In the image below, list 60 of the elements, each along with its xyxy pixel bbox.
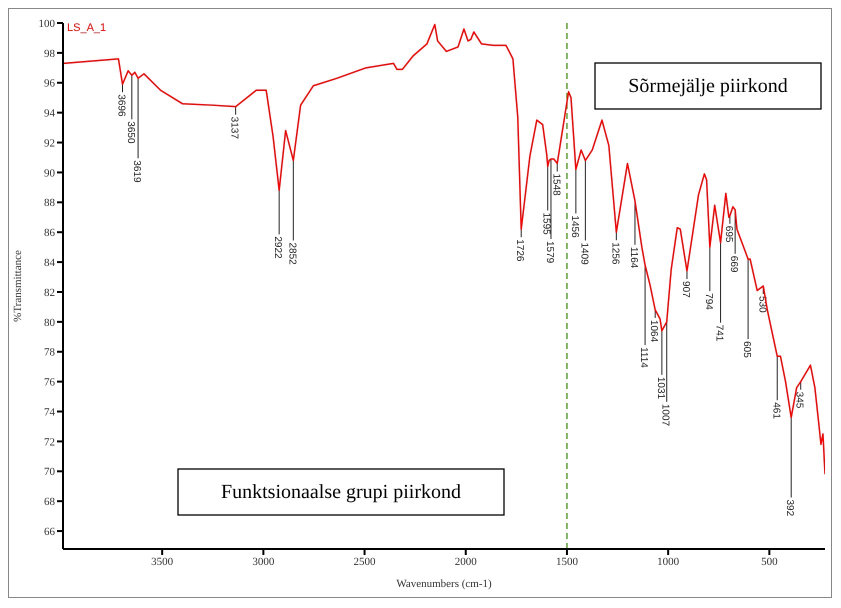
y-tick-label: 72: [44, 436, 55, 448]
x-tick-label: 3000: [252, 556, 275, 568]
annotation: 1579: [544, 240, 555, 264]
y-tick-label: 76: [44, 376, 56, 389]
annotation: 461: [770, 402, 782, 420]
annotation: 1409: [578, 242, 590, 266]
annotation: 794: [702, 293, 714, 310]
y-tick-label: 70: [44, 466, 56, 478]
annotation: 1726: [514, 239, 526, 262]
annotation: 1548: [550, 173, 562, 196]
y-tick-label: 94: [44, 108, 56, 120]
y-tick-label: 96: [44, 78, 56, 90]
annotation: 1064: [648, 320, 660, 343]
x-tick-label: 2500: [354, 556, 376, 568]
x-tick-label: 3500: [151, 556, 174, 568]
y-tick-label: 68: [44, 496, 56, 508]
y-tick-label: 92: [44, 137, 55, 150]
annotation: 695: [722, 226, 734, 243]
y-tick-label: 84: [44, 256, 56, 269]
annotation: 3696: [116, 94, 127, 117]
annotation: 1114: [638, 347, 650, 368]
x-tick-label: 500: [761, 556, 778, 568]
x-tick-label: 1500: [556, 556, 578, 568]
y-tick-label: 78: [44, 346, 56, 359]
annotation: 1031: [654, 376, 666, 400]
y-tick-label: 98: [44, 48, 56, 60]
annotation: 1456: [568, 215, 580, 238]
y-tick-label: 80: [44, 316, 56, 329]
y-axis-title: %Transmittance: [12, 250, 24, 322]
y-tick-label: 86: [44, 227, 56, 240]
annotation: Funktsionaalse grupi piirkond: [221, 481, 461, 503]
x-tick-label: 1000: [657, 556, 680, 568]
annotation: 392: [784, 500, 796, 517]
x-axis-title: Wavenumbers (cm-1): [396, 578, 492, 590]
text: LS_A_1: [67, 22, 106, 34]
annotation: 3619: [131, 160, 142, 183]
y-tick-label: 82: [44, 286, 55, 299]
annotation: 1164: [628, 246, 639, 269]
annotation: 2922: [272, 236, 284, 260]
y-tick-label: 66: [44, 526, 56, 538]
y-tick-label: 88: [44, 197, 56, 210]
annotation: 741: [714, 324, 725, 342]
line-series: [63, 24, 825, 476]
text-box: Funktsionaalse grupi piirkond: [177, 468, 505, 516]
annotation: 605: [741, 341, 752, 358]
annotation: 1007: [660, 404, 671, 427]
y-tick-label: 74: [44, 406, 56, 418]
y-tick-label: 90: [44, 167, 56, 180]
annotation: 1256: [609, 242, 620, 265]
y-tick-label: 100: [38, 18, 56, 30]
text-box: Sõrmejälje piirkond: [594, 62, 822, 110]
annotation: 345: [794, 392, 805, 409]
annotation: Sõrmejälje piirkond: [628, 75, 788, 97]
annotation: 1595: [540, 212, 552, 236]
annotation: 3137: [228, 116, 240, 140]
annotation: 2852: [286, 242, 298, 266]
annotation: 907: [680, 281, 691, 298]
annotation: 3650: [124, 121, 136, 144]
annotation: 669: [728, 256, 740, 273]
x-tick-label: 2000: [454, 556, 478, 568]
